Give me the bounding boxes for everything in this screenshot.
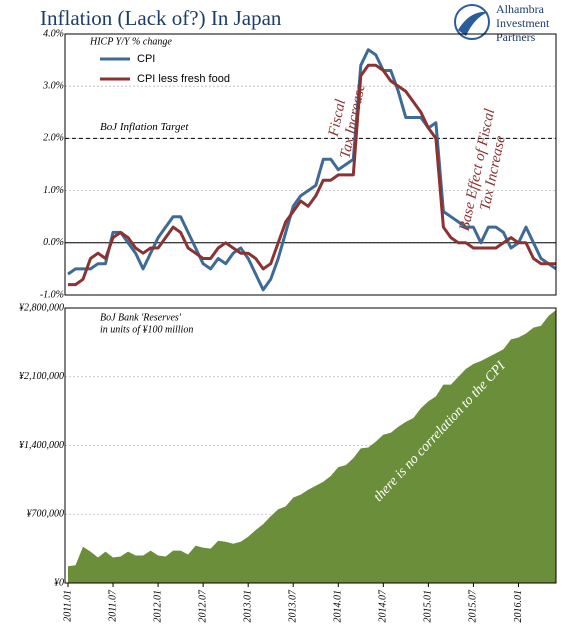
y-tick-label: 3.0% (42, 80, 64, 91)
y-tick-label: ¥2,100,000 (19, 371, 64, 382)
x-tick-label: 2015.07 (468, 589, 479, 623)
x-tick-label: 2011.01 (62, 590, 73, 622)
area-series (68, 310, 556, 583)
legend-label: CPI (137, 53, 155, 65)
logo-swoosh (458, 11, 488, 36)
chart-subtitle: in units of ¥100 million (100, 324, 193, 335)
y-tick-label: ¥1,400,000 (19, 440, 64, 451)
y-tick-label: ¥2,800,000 (19, 302, 64, 313)
chart-subtitle: BoJ Bank 'Reserves' (100, 312, 182, 323)
x-tick-label: 2012.01 (152, 590, 163, 623)
x-tick-label: 2016.01 (513, 590, 524, 623)
y-tick-label: ¥700,000 (27, 509, 65, 520)
plot-frame (64, 307, 557, 584)
x-tick-label: 2013.01 (242, 590, 253, 623)
x-tick-label: 2014.01 (333, 590, 344, 623)
logo: Alhambra Investment Partners (454, 2, 550, 44)
y-tick-label: -1.0% (40, 289, 64, 300)
x-tick-label: 2012.07 (197, 589, 208, 623)
line-series (67, 48, 557, 292)
y-tick-label: 0.0% (43, 237, 64, 248)
target-label: BoJ Inflation Target (100, 121, 189, 133)
legend-label: CPI less fresh food (137, 73, 230, 85)
logo-text: Alhambra (496, 2, 545, 16)
chart-title: Inflation (Lack of?) In Japan (40, 6, 282, 30)
logo-text: Partners (496, 30, 536, 44)
y-tick-label: ¥0 (54, 577, 64, 588)
x-tick-label: 2011.07 (107, 589, 118, 622)
x-tick-label: 2014.07 (378, 589, 389, 623)
logo-text: Investment (496, 16, 550, 30)
chart-subtitle: HICP Y/Y % change (89, 36, 172, 47)
y-tick-label: 4.0% (43, 28, 64, 39)
x-tick-label: 2013.07 (288, 589, 299, 623)
y-tick-label: 2.0% (43, 133, 64, 144)
annotation-line: Fiscal (326, 98, 350, 139)
line-series (68, 63, 556, 287)
x-tick-label: 2015.01 (423, 590, 434, 623)
plot-frame (64, 33, 557, 296)
y-tick-label: 1.0% (43, 185, 64, 196)
